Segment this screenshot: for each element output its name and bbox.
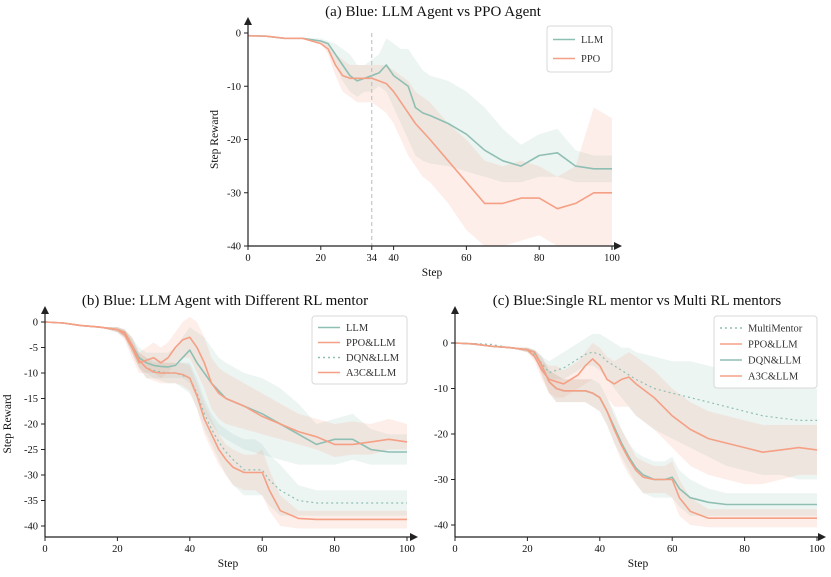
x-tick-label: 20 — [316, 253, 327, 264]
x-tick-label: 0 — [42, 544, 47, 555]
y-tick-label: 0 — [443, 339, 448, 350]
y-tick-label: -40 — [434, 521, 448, 532]
x-axis-arrow — [818, 533, 826, 541]
legend-label-1: PPO&LLM — [748, 340, 798, 351]
legend-label-0: LLM — [581, 35, 604, 46]
y-tick-label: -10 — [434, 384, 448, 395]
legend-label-2: DQN&LLM — [748, 356, 802, 367]
x-tick-label: 40 — [185, 544, 196, 555]
legend-label-3: A3C&LLM — [346, 368, 397, 379]
series-line-1 — [44, 321, 408, 446]
y-tick-label: -20 — [24, 420, 38, 431]
x-axis-label: Step — [422, 267, 443, 279]
x-tick-label: 40 — [595, 544, 606, 555]
y-axis-arrow — [41, 306, 49, 314]
chart-panel-3: 0 20 40 60 80 100 0 -10 -20 -30 -40 (c) Blue:Single… — [434, 293, 826, 570]
y-tick-label: -10 — [227, 82, 241, 93]
x-tick-label: 60 — [461, 253, 472, 264]
x-tick-label: 20 — [522, 544, 533, 555]
y-tick-label: -25 — [24, 445, 38, 456]
series-line-0 — [247, 34, 612, 170]
y-tick-label: -20 — [227, 135, 241, 146]
x-tick-label: 100 — [809, 544, 825, 555]
y-axis-label: Step Reward — [209, 110, 221, 169]
series-line-0 — [454, 342, 817, 421]
x-tick-label: 60 — [667, 544, 678, 555]
y-tick-label: 0 — [33, 318, 38, 329]
confidence-band-2 — [45, 322, 407, 516]
x-tick-label: 100 — [604, 253, 620, 264]
chart-title: (c) Blue:Single RL mentor vs Multi RL me… — [493, 293, 782, 309]
x-tick-label: 0 — [452, 544, 457, 555]
y-tick-label: -35 — [24, 496, 38, 507]
legend-label-0: MultiMentor — [748, 324, 803, 335]
legend-box — [546, 25, 613, 73]
y-axis-arrow — [451, 306, 459, 314]
x-axis-arrow — [614, 242, 622, 250]
x-tick-label: 60 — [257, 544, 268, 555]
y-tick-label: 0 — [236, 29, 241, 40]
x-tick-label: 80 — [329, 544, 340, 555]
chart-title: (b) Blue: LLM Agent with Different RL me… — [82, 293, 368, 309]
series-line-3 — [44, 321, 407, 521]
legend-label-2: DQN&LLM — [346, 353, 400, 364]
series-line-3 — [454, 342, 817, 519]
y-tick-label: -40 — [24, 522, 38, 533]
chart-panel-1: 0 20 34 40 60 80 100 0 -10 -20 -30 -40 (a) Blue: LLM… — [209, 4, 622, 279]
x-tick-label: 80 — [534, 253, 545, 264]
x-tick-label: 20 — [112, 544, 123, 555]
legend-box — [311, 315, 408, 385]
x-axis-label: Step — [218, 558, 239, 570]
y-tick-label: -15 — [24, 394, 38, 405]
confidence-band-1 — [455, 343, 817, 485]
y-tick-label: -5 — [29, 343, 38, 354]
x-tick-label: 100 — [399, 544, 415, 555]
x-tick-label: 80 — [739, 544, 750, 555]
y-tick-label: -40 — [227, 242, 241, 253]
chart-panel-2: 0 20 40 60 80 100 0 -5 -10 -15 -20 -25 -30 -35 -40 (b) … — [2, 293, 418, 570]
y-axis-label: Step Reward — [2, 394, 14, 453]
x-tick-label: 34 — [367, 253, 378, 264]
confidence-band-1 — [248, 35, 612, 247]
chart-title: (a) Blue: LLM Agent vs PPO Agent — [325, 4, 542, 20]
legend-label-1: PPO&LLM — [346, 338, 396, 349]
confidence-band-0 — [45, 322, 407, 465]
x-tick-label: 40 — [388, 253, 399, 264]
confidence-band-0 — [248, 35, 612, 183]
y-tick-label: -20 — [434, 430, 448, 441]
x-axis-arrow — [410, 533, 418, 541]
series-line-1 — [247, 34, 612, 210]
x-tick-label: 0 — [245, 253, 250, 264]
x-axis-label: Step — [628, 558, 649, 570]
y-tick-label: -10 — [24, 369, 38, 380]
y-tick-label: -30 — [24, 471, 38, 482]
y-tick-label: -30 — [434, 475, 448, 486]
y-axis-arrow — [244, 17, 252, 25]
legend-box — [713, 315, 818, 389]
confidence-band-2 — [455, 343, 817, 516]
legend-label-1: PPO — [581, 54, 601, 65]
legend-label-0: LLM — [346, 323, 369, 334]
series-line-1 — [454, 342, 818, 453]
y-tick-label: -30 — [227, 188, 241, 199]
legend-label-3: A3C&LLM — [748, 372, 799, 383]
